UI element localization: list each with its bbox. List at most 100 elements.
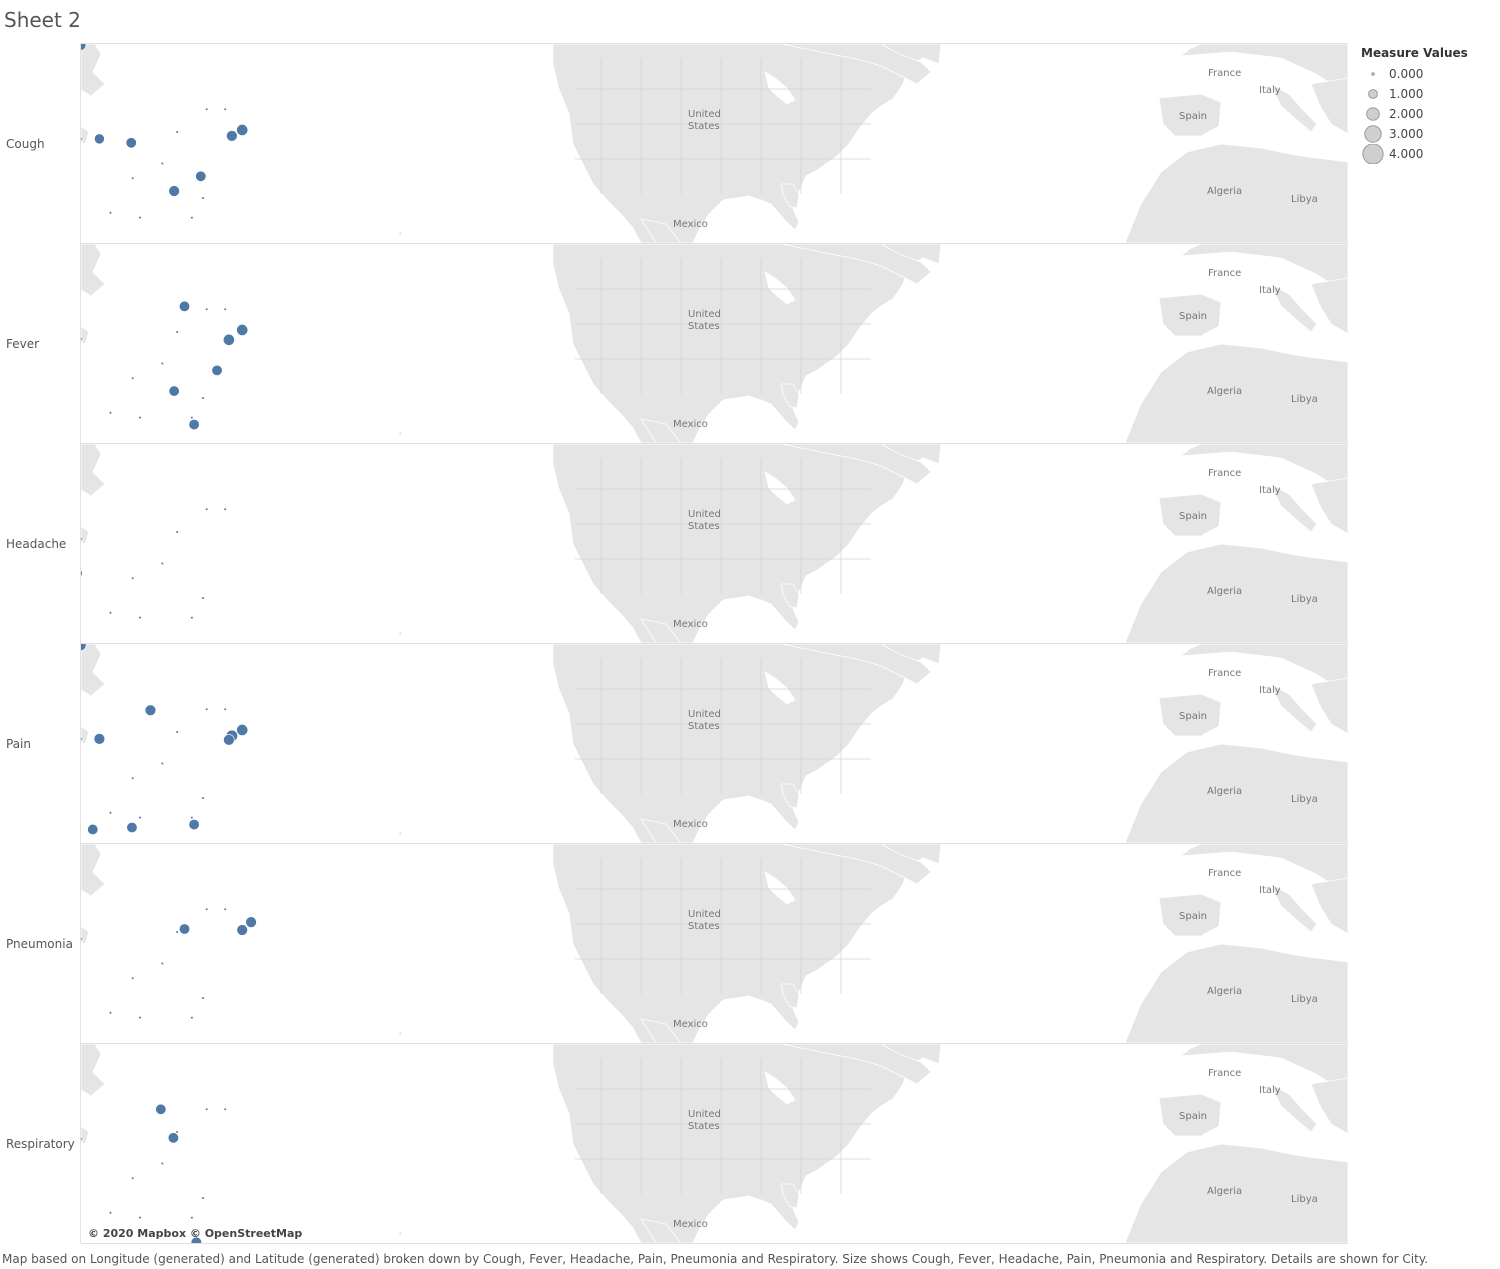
city-marker[interactable] bbox=[168, 185, 180, 197]
city-marker[interactable] bbox=[236, 324, 249, 336]
city-dot[interactable] bbox=[131, 977, 134, 980]
city-dot[interactable] bbox=[176, 730, 179, 733]
map-row-respiratory[interactable]: United States Mexico France Italy Spain Algeri… bbox=[81, 1043, 1348, 1243]
city-dot[interactable] bbox=[190, 416, 193, 419]
city-dot[interactable] bbox=[224, 908, 227, 911]
city-marker[interactable] bbox=[211, 364, 223, 376]
city-dot[interactable] bbox=[81, 737, 82, 740]
city-marker[interactable] bbox=[188, 419, 200, 431]
city-dot[interactable] bbox=[224, 108, 227, 111]
city-dot[interactable] bbox=[109, 1011, 112, 1014]
city-marker[interactable] bbox=[81, 568, 83, 578]
city-dot[interactable] bbox=[131, 1177, 134, 1180]
city-dot[interactable] bbox=[205, 108, 208, 111]
city-dot[interactable] bbox=[190, 1216, 193, 1219]
city-dot[interactable] bbox=[131, 777, 134, 780]
row-label-cough[interactable]: Cough bbox=[6, 137, 45, 151]
city-dot[interactable] bbox=[202, 1196, 204, 1199]
city-marker[interactable] bbox=[226, 130, 238, 142]
map-row-cough[interactable]: United States Mexico France Italy Spain Algeri… bbox=[81, 43, 1348, 243]
city-dot[interactable] bbox=[176, 130, 179, 133]
city-dot[interactable] bbox=[205, 508, 208, 511]
city-dot[interactable] bbox=[109, 1211, 112, 1214]
city-dot[interactable] bbox=[205, 308, 208, 311]
city-marker[interactable] bbox=[81, 644, 87, 651]
legend-item[interactable]: 1.000 bbox=[1356, 84, 1496, 104]
city-dot[interactable] bbox=[224, 508, 227, 511]
city-dot[interactable] bbox=[224, 708, 227, 711]
city-dot[interactable] bbox=[161, 362, 164, 365]
city-marker[interactable] bbox=[236, 124, 249, 136]
city-dot[interactable] bbox=[202, 996, 204, 999]
city-marker[interactable] bbox=[178, 300, 191, 312]
row-label-respiratory[interactable]: Respiratory bbox=[6, 1137, 75, 1151]
city-marker[interactable] bbox=[144, 704, 157, 717]
city-dot[interactable] bbox=[202, 596, 204, 599]
city-dot[interactable] bbox=[131, 177, 134, 180]
city-dot[interactable] bbox=[139, 616, 142, 619]
city-marker[interactable] bbox=[223, 734, 235, 746]
city-dot[interactable] bbox=[81, 337, 82, 340]
city-dot[interactable] bbox=[190, 216, 193, 219]
city-marker[interactable] bbox=[155, 1103, 167, 1115]
city-dot[interactable] bbox=[202, 396, 204, 399]
city-dot[interactable] bbox=[139, 1216, 142, 1219]
city-dot[interactable] bbox=[176, 530, 179, 533]
city-dot[interactable] bbox=[139, 416, 142, 419]
city-dot[interactable] bbox=[176, 1130, 179, 1133]
city-dot[interactable] bbox=[161, 162, 164, 165]
city-marker[interactable] bbox=[126, 821, 138, 834]
city-dot[interactable] bbox=[161, 962, 164, 965]
city-marker[interactable] bbox=[195, 170, 207, 182]
legend-item[interactable]: 3.000 bbox=[1356, 124, 1496, 144]
city-marker[interactable] bbox=[245, 916, 257, 928]
size-legend[interactable]: Measure Values 0.000 1.000 2.000 3.000 4.000 bbox=[1356, 46, 1496, 164]
legend-item[interactable]: 4.000 bbox=[1356, 144, 1496, 164]
city-marker[interactable] bbox=[94, 133, 105, 145]
city-marker[interactable] bbox=[93, 733, 106, 745]
map-row-headache[interactable]: United States Mexico France Italy Spain Algeri… bbox=[81, 443, 1348, 643]
city-dot[interactable] bbox=[161, 562, 164, 565]
city-dot[interactable] bbox=[190, 616, 193, 619]
row-label-pain[interactable]: Pain bbox=[6, 737, 31, 751]
city-dot[interactable] bbox=[109, 411, 112, 414]
city-dot[interactable] bbox=[176, 330, 179, 333]
city-dot[interactable] bbox=[224, 1108, 227, 1111]
city-marker[interactable] bbox=[167, 1132, 179, 1144]
city-dot[interactable] bbox=[161, 1162, 164, 1165]
city-marker[interactable] bbox=[87, 823, 99, 836]
city-dot[interactable] bbox=[81, 537, 82, 540]
city-dot[interactable] bbox=[202, 796, 204, 799]
city-dot[interactable] bbox=[131, 577, 134, 580]
city-dot[interactable] bbox=[109, 611, 112, 614]
city-dot[interactable] bbox=[81, 937, 82, 940]
city-marker[interactable] bbox=[168, 385, 180, 397]
city-dot[interactable] bbox=[205, 908, 208, 911]
city-dot[interactable] bbox=[176, 930, 179, 933]
map-copyright[interactable]: © 2020 Mapbox © OpenStreetMap bbox=[88, 1227, 303, 1240]
legend-item[interactable]: 2.000 bbox=[1356, 104, 1496, 124]
city-marker[interactable] bbox=[236, 924, 248, 936]
city-marker[interactable] bbox=[81, 44, 87, 51]
city-marker[interactable] bbox=[178, 923, 191, 935]
city-dot[interactable] bbox=[81, 137, 82, 140]
row-label-headache[interactable]: Headache bbox=[6, 537, 67, 551]
city-marker[interactable] bbox=[188, 819, 200, 831]
legend-item[interactable]: 0.000 bbox=[1356, 64, 1496, 84]
city-dot[interactable] bbox=[224, 308, 227, 311]
city-dot[interactable] bbox=[202, 196, 204, 199]
map-row-pneumonia[interactable]: United States Mexico France Italy Spain Algeri… bbox=[81, 843, 1348, 1043]
city-dot[interactable] bbox=[139, 216, 142, 219]
row-label-fever[interactable]: Fever bbox=[6, 337, 40, 351]
map-row-fever[interactable]: United States Mexico France Italy Spain Algeri… bbox=[81, 243, 1348, 443]
city-dot[interactable] bbox=[190, 816, 193, 819]
city-dot[interactable] bbox=[109, 811, 112, 814]
row-label-pneumonia[interactable]: Pneumonia bbox=[6, 937, 73, 951]
city-dot[interactable] bbox=[131, 377, 134, 380]
